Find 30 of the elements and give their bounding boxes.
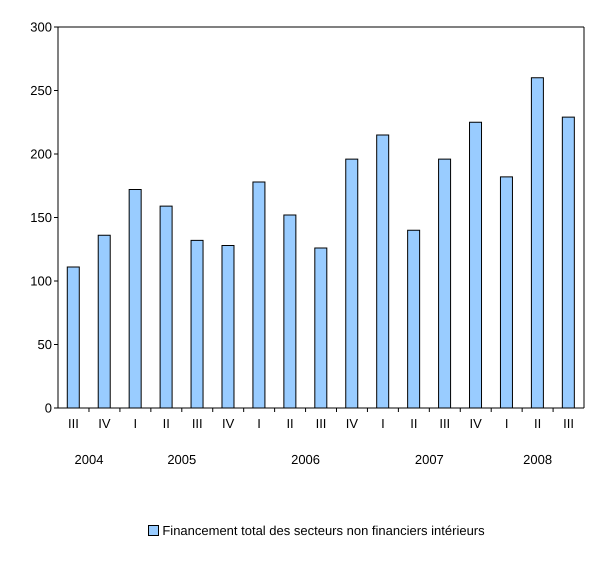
y-tick-label: 50 bbox=[38, 337, 52, 352]
x-tick-label: IV bbox=[222, 416, 235, 431]
x-tick-label: II bbox=[162, 416, 170, 431]
text: 2004 bbox=[74, 452, 104, 467]
x-tick-label: I bbox=[257, 416, 261, 431]
y-tick-label: 0 bbox=[44, 400, 52, 416]
text: 2008 bbox=[523, 452, 552, 467]
x-tick-label: II bbox=[410, 416, 418, 431]
x-tick-label: IV bbox=[98, 416, 111, 431]
text: 2005 bbox=[167, 452, 196, 467]
x-tick-label: III bbox=[316, 416, 326, 431]
x-tick-label: IV bbox=[470, 416, 482, 431]
x-tick-label: I bbox=[504, 416, 508, 431]
text: 2006 bbox=[291, 452, 320, 467]
x-tick-label: I bbox=[381, 416, 385, 431]
x-tick-label: III bbox=[563, 416, 574, 431]
x-tick-label: IV bbox=[346, 416, 358, 431]
x-tick-label: III bbox=[68, 416, 79, 431]
x-tick-label: I bbox=[134, 416, 138, 431]
text: 2007 bbox=[414, 452, 444, 467]
x-tick-label: II bbox=[286, 416, 294, 431]
y-tick-label: 250 bbox=[30, 83, 52, 98]
y-tick-label: 300 bbox=[30, 20, 52, 35]
x-tick-label: III bbox=[439, 416, 450, 431]
y-tick-label: 200 bbox=[30, 146, 52, 162]
y-tick-label: 150 bbox=[30, 210, 52, 226]
x-tick-label: III bbox=[192, 416, 203, 431]
y-tick-label: 100 bbox=[30, 274, 52, 289]
x-tick-label: II bbox=[534, 416, 542, 431]
legend-label: Financement total des secteurs non financiers intérieurs bbox=[162, 523, 485, 538]
